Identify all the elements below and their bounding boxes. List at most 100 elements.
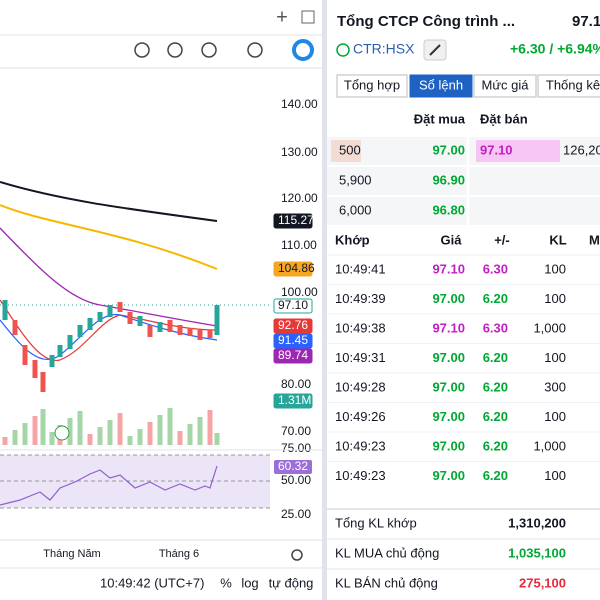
trade-price: 97.10 [432,261,465,276]
summary-value: 1,035,100 [508,545,566,560]
tab-label[interactable]: Thống kê [546,77,600,92]
trade-time: 10:49:23 [335,468,386,483]
price-axis-label: 110.00 [281,238,317,252]
trade-price: 97.00 [432,468,465,483]
trade-price: 97.00 [432,409,465,424]
tab-label[interactable]: Sổ lệnh [419,77,463,92]
candle [157,322,163,332]
expand-icon[interactable] [301,10,315,24]
summary-label: KL BÁN chủ động [335,575,438,590]
trades-header: +/- [494,232,510,247]
trade-price: 97.00 [432,350,465,365]
price-tag-label: 91.45 [278,333,308,347]
candle [197,330,203,340]
bid-volume: 500 [339,142,361,157]
tab[interactable] [473,74,537,98]
trade-volume: 1,000 [533,320,566,335]
tab[interactable] [336,74,408,98]
volume-bar [107,420,113,445]
stock-symbol: CTR:HSX [353,41,415,57]
trade-price: 97.00 [432,379,465,394]
add-icon[interactable]: + [276,6,288,28]
trade-change: 6.30 [483,320,508,335]
settings-icon[interactable] [167,42,183,58]
candle [32,360,38,378]
stock-change: +6.30 / +6.94% [510,41,600,57]
volume-bar [117,413,123,445]
tab-label[interactable]: Tổng hợp [344,77,400,92]
ma-line [0,204,218,270]
axis-settings-icon[interactable] [291,549,303,561]
price-tag [273,393,313,409]
book-row-bg [327,197,600,225]
price-tag-label: 97.10 [278,298,308,312]
volume-bar [167,408,173,445]
panel-divider [322,0,327,600]
volume-bar [207,410,213,445]
bid-price: 96.90 [432,172,465,187]
candle [137,316,143,326]
fullscreen-icon[interactable] [201,42,217,58]
trade-time: 10:49:39 [335,291,386,306]
volume-bar [67,418,73,445]
candle [147,325,153,337]
scale-option[interactable]: tự động [269,575,314,590]
trade-time: 10:49:28 [335,379,386,394]
price-tag [273,348,313,364]
tab[interactable] [537,74,600,98]
volume-bar [40,409,46,445]
volume-bar [87,434,93,445]
price-axis-label: 80.00 [281,377,311,391]
candle [187,328,193,336]
rsi-axis-label: 50.00 [281,473,311,487]
trade-volume: 300 [544,379,566,394]
rsi-axis-label: 25.00 [281,507,311,521]
trade-change: 6.20 [483,291,508,306]
volume-bar [147,422,153,445]
zoom-icon[interactable] [134,42,150,58]
candle [177,325,183,335]
trade-price: 97.00 [432,291,465,306]
candle [57,345,63,357]
tab[interactable] [409,74,473,98]
brand-icon[interactable] [292,39,314,61]
candle [214,305,220,335]
price-tag [273,333,313,349]
list-fade [327,498,600,510]
volume-bar [2,437,8,445]
trade-time: 10:49:31 [335,350,386,365]
candle [97,312,103,322]
trades-header: Khớp [335,232,370,247]
price-tag-label: 104.86 [278,261,315,275]
edit-icon [429,44,441,56]
rsi-axis-label: 75.00 [281,441,311,455]
ask-depth [476,140,560,162]
candle [207,330,213,338]
price-tag [273,318,313,334]
tab-label[interactable]: Mức giá [482,77,530,92]
price-tag [273,213,313,229]
trade-time: 10:49:23 [335,438,386,453]
volume-bar [32,416,38,445]
candle [107,305,113,317]
share-icon[interactable] [247,42,263,58]
bid-depth [331,140,361,162]
trade-price: 97.00 [432,438,465,453]
price-tag-label: 89.74 [278,348,308,362]
symbol-icon [336,43,350,57]
trade-change: 6.20 [483,379,508,394]
scale-option[interactable]: % [220,575,232,590]
price-axis-label: 100.00 [281,285,318,299]
trade-volume: 100 [544,291,566,306]
trade-volume: 100 [544,409,566,424]
scale-option[interactable]: log [241,575,258,590]
bid-volume: 6,000 [339,202,372,217]
bid-price: 97.00 [432,142,465,157]
volume-bar [197,417,203,445]
volume-bar [97,427,103,445]
time-axis-label: Tháng Năm [43,548,100,560]
trade-change: 6.20 [483,438,508,453]
volume-bar [187,424,193,445]
ma-line [0,227,218,327]
